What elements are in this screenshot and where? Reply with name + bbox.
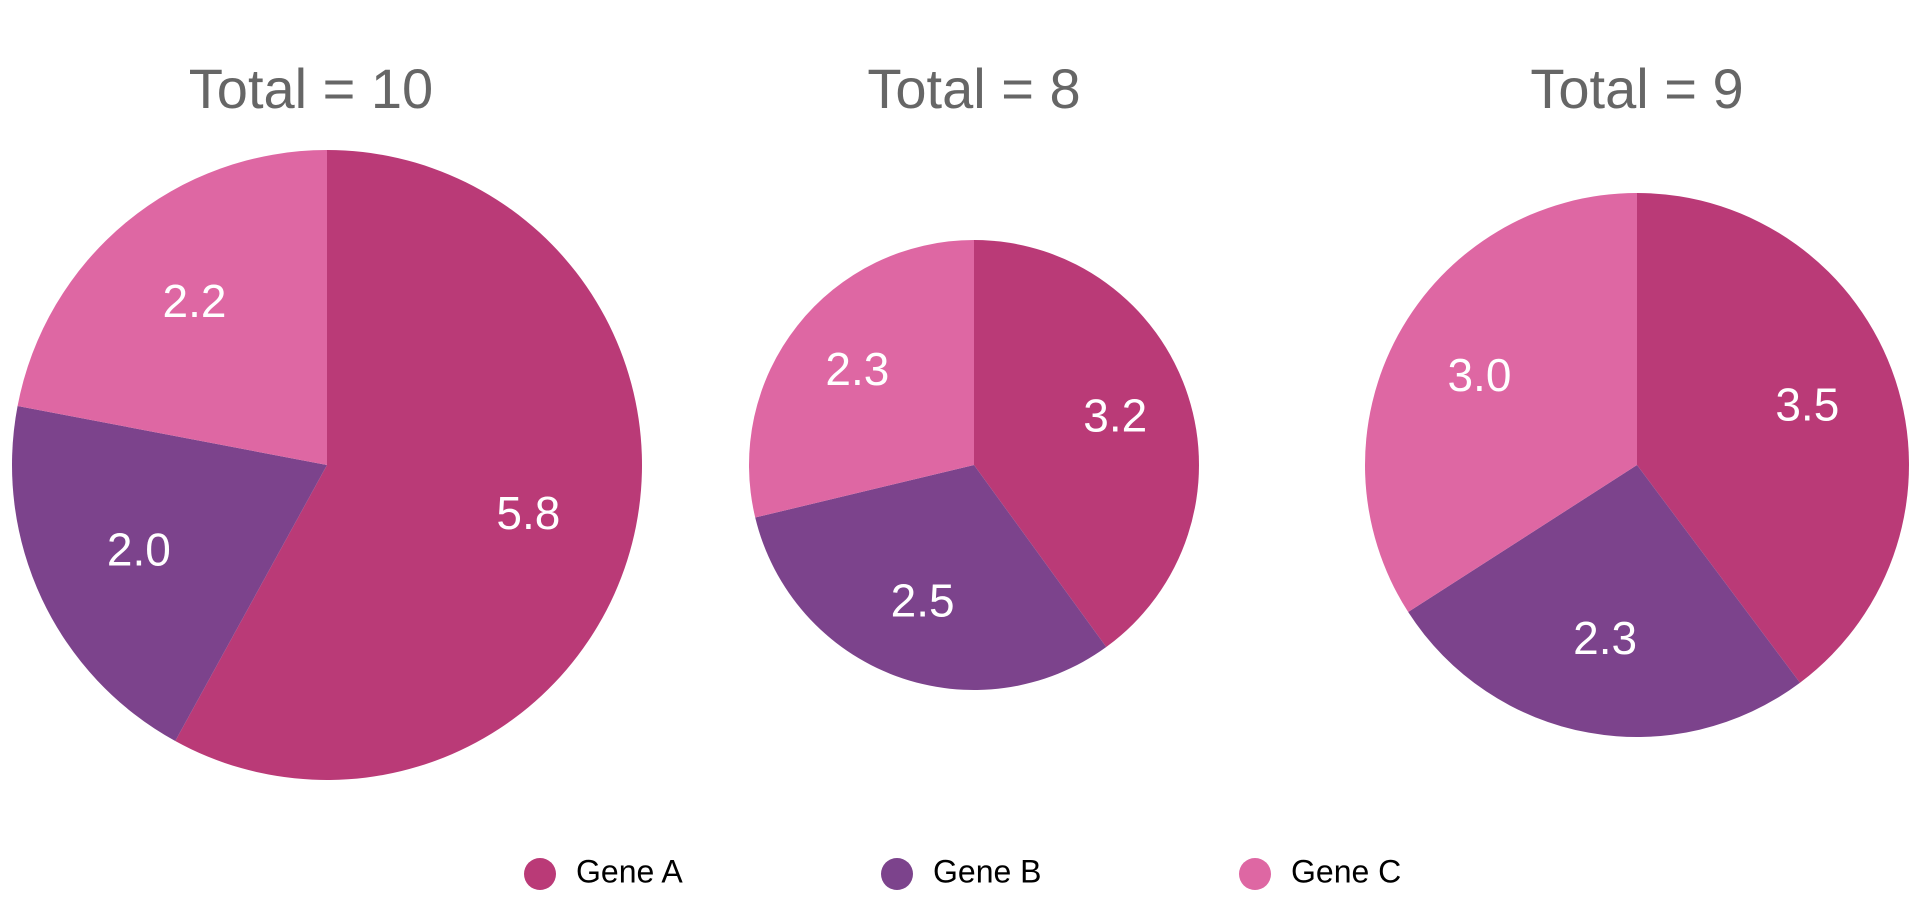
- legend-label: Gene B: [933, 853, 1042, 889]
- slice-value-label: 3.2: [1083, 389, 1147, 441]
- pie-slice-gene-c: [17, 149, 327, 466]
- pie-slice-gene-b: [755, 465, 1107, 691]
- slice-value-label: 2.3: [825, 343, 889, 395]
- pie-2: Total = 8 3.2 2.5 2.3: [749, 57, 1200, 691]
- legend-marker: [524, 858, 556, 890]
- slice-value-label: 2.3: [1573, 612, 1637, 664]
- legend-marker: [1239, 858, 1271, 890]
- slice-value-label: 5.8: [496, 487, 560, 539]
- legend-label: Gene C: [1291, 853, 1401, 889]
- legend-marker: [881, 858, 913, 890]
- pie-1: Total = 10 5.8 2.0 2.2: [11, 57, 642, 780]
- pie-title: Total = 10: [189, 57, 433, 120]
- pie-slice-gene-b: [1408, 465, 1801, 737]
- pie-slice-gene-a: [974, 240, 1200, 648]
- pie-slice-gene-c: [1364, 193, 1637, 613]
- pie-slice-gene-a: [175, 150, 642, 780]
- pie-slice-gene-c: [749, 240, 974, 518]
- pie-title: Total = 9: [1530, 57, 1743, 120]
- slice-value-label: 2.5: [891, 574, 955, 626]
- slice-value-label: 2.2: [163, 275, 227, 327]
- slice-value-label: 3.5: [1775, 378, 1839, 430]
- pie-3: Total = 9 3.5 2.3 3.0: [1364, 57, 1909, 737]
- pie-slice-gene-b: [11, 405, 328, 742]
- legend: Gene A Gene B Gene C: [524, 853, 1401, 890]
- slice-value-label: 2.0: [107, 524, 171, 576]
- pie-slice-gene-a: [1637, 193, 1909, 683]
- slice-value-label: 3.0: [1447, 349, 1511, 401]
- pie-title: Total = 8: [867, 57, 1080, 120]
- legend-label: Gene A: [576, 853, 683, 889]
